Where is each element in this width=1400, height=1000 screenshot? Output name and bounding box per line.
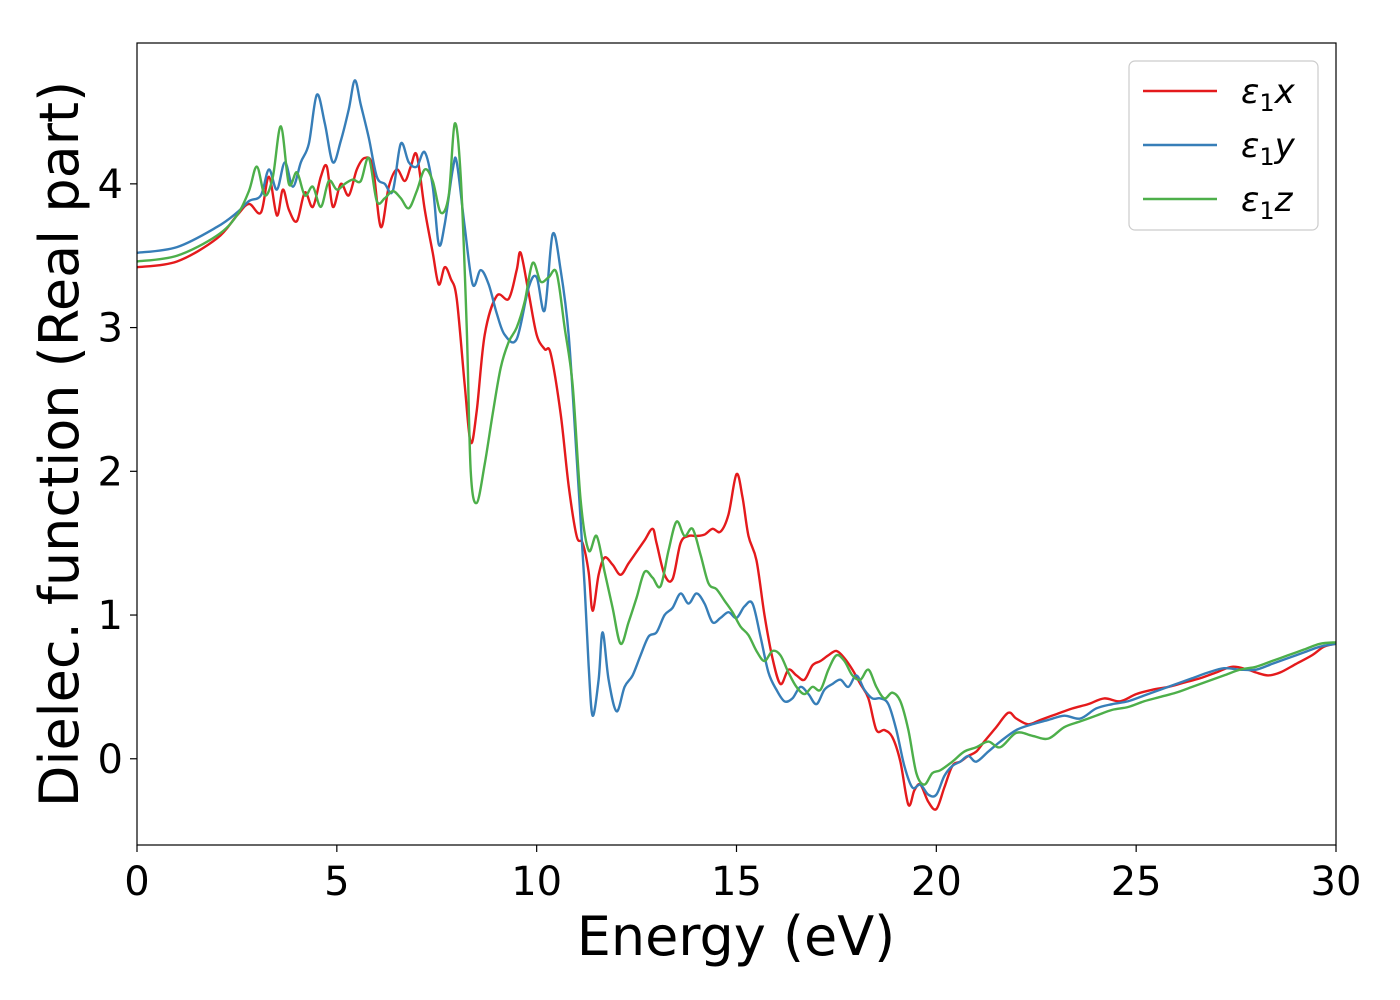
x-tick-label: 30 [1311,859,1362,905]
y-tick-label: 4 [98,162,123,208]
legend: ε1x ε1y ε1z [1128,60,1319,231]
y-tick-label: 0 [98,737,123,783]
legend-label-x: ε1x [1241,72,1296,117]
y-axis-title: Dielec. function (Real part) [28,81,91,807]
legend-label-y: ε1y [1241,126,1296,171]
series-line-y [137,79,1336,798]
x-tick-label: 0 [124,859,149,905]
y-axis: 0 1 2 3 4 [98,162,137,783]
legend-label-z: ε1z [1241,180,1294,225]
x-axis-title: Energy (eV) [577,905,896,968]
x-axis: 0 5 10 15 20 25 30 [124,845,1361,905]
legend-box [1128,60,1319,231]
x-tick-label: 5 [324,859,349,905]
x-tick-label: 25 [1111,859,1162,905]
x-tick-label: 20 [911,859,962,905]
y-tick-label: 2 [98,449,123,495]
x-tick-label: 10 [511,859,562,905]
y-tick-label: 3 [98,306,123,352]
series-layer [137,79,1336,811]
x-tick-label: 15 [711,859,762,905]
y-tick-label: 1 [98,593,123,639]
series-line-z [137,122,1336,786]
